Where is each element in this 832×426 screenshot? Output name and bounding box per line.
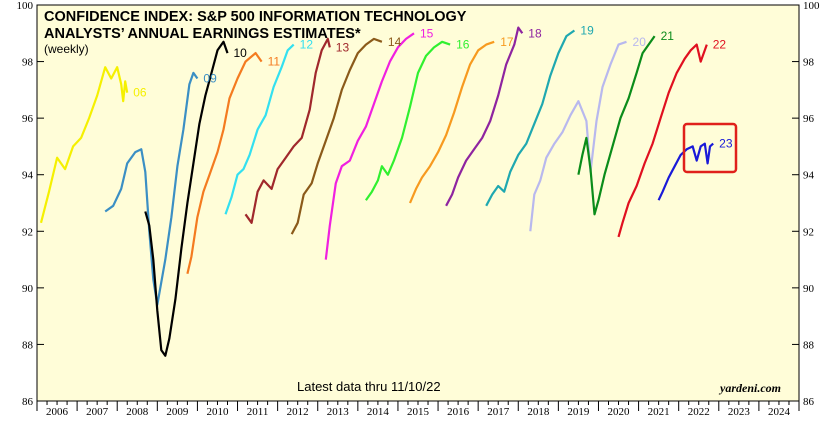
- series-label-06: 06: [133, 86, 147, 100]
- y-tick-label-right: 98: [803, 57, 815, 69]
- y-tick-label-left: 100: [17, 0, 34, 12]
- x-tick-label: 2014: [367, 406, 390, 418]
- x-tick-label: 2010: [206, 406, 229, 418]
- series-line-17: [408, 40, 495, 204]
- chart-subtitle: (weekly): [44, 42, 89, 56]
- series-line-15: [324, 32, 415, 260]
- series-label-09: 09: [203, 72, 217, 86]
- series-label-21: 21: [661, 29, 675, 43]
- y-tick-label-right: 88: [803, 339, 815, 351]
- series-line-21: [577, 35, 656, 216]
- series-label-16: 16: [456, 38, 470, 52]
- y-tick-label-left: 86: [22, 396, 34, 408]
- series-label-15: 15: [420, 26, 434, 40]
- series-label-22: 22: [713, 38, 727, 52]
- source-label: yardeni.com: [718, 381, 781, 395]
- y-tick-label-left: 94: [22, 170, 34, 182]
- series-line-10: [144, 40, 229, 357]
- x-tick-label: 2023: [728, 406, 751, 418]
- series-line-06: [39, 66, 129, 224]
- latest-data-note: Latest data thru 11/10/22: [297, 379, 441, 394]
- x-tick-label: 2015: [407, 406, 430, 418]
- series-label-18: 18: [528, 26, 542, 40]
- y-tick-label-left: 96: [22, 113, 34, 125]
- series-labels: 06 09 10 11 12 13 14 15 16 17 18 19 20 21 22 23: [133, 23, 733, 150]
- chart-title-line1: CONFIDENCE INDEX: S&P 500 INFORMATION TE…: [44, 9, 467, 25]
- series-label-14: 14: [388, 35, 402, 49]
- x-axis: 2006 2007 2008 2009 2010 2011 2012 2013 2014 2015…: [36, 401, 800, 418]
- series-label-17: 17: [500, 35, 514, 49]
- x-tick-label: 2011: [247, 406, 269, 418]
- series-label-11: 11: [268, 55, 281, 69]
- series-line-12: [224, 43, 295, 215]
- series-line-23: [657, 142, 714, 201]
- y-tick-label-left: 98: [22, 57, 34, 69]
- y-axis-right: 86 88 90 92 94 96 98 100: [792, 0, 820, 408]
- y-axis-left: 86 88 90 92 94 96 98 100: [17, 0, 44, 408]
- x-tick-label: 2022: [688, 406, 710, 418]
- y-tick-label-left: 90: [22, 283, 34, 295]
- series-line-16: [365, 40, 451, 201]
- series-line-13: [244, 37, 331, 224]
- series-line-09: [104, 71, 199, 306]
- series-lines: [39, 26, 714, 357]
- x-tick-label: 2012: [287, 406, 309, 418]
- highlight-box: [682, 122, 738, 174]
- x-tick-label: 2017: [487, 406, 510, 418]
- x-tick-label: 2019: [567, 406, 590, 418]
- y-tick-label-right: 94: [803, 170, 815, 182]
- x-tick-label: 2021: [648, 406, 670, 418]
- series-label-12: 12: [300, 38, 314, 52]
- series-label-19: 19: [580, 23, 594, 37]
- x-tick-label: 2007: [86, 406, 109, 418]
- series-label-13: 13: [336, 40, 350, 54]
- chart-title-line2: ANALYSTS’ ANNUAL EARNINGS ESTIMATES*: [44, 26, 361, 42]
- plot-area: [36, 4, 800, 402]
- x-tick-label: 2024: [768, 406, 791, 418]
- y-tick-label-left: 92: [22, 226, 33, 238]
- y-tick-label-left: 88: [22, 339, 34, 351]
- series-line-22: [617, 43, 708, 238]
- x-tick-label: 2018: [527, 406, 550, 418]
- series-line-19: [485, 29, 576, 207]
- series-line-18: [445, 26, 524, 207]
- y-tick-label-right: 92: [803, 226, 814, 238]
- x-tick-label: 2009: [166, 406, 189, 418]
- series-label-23: 23: [719, 137, 733, 151]
- x-tick-label: 2013: [327, 406, 350, 418]
- series-line-11: [186, 52, 263, 274]
- series-label-20: 20: [633, 35, 647, 49]
- series-line-20: [529, 40, 627, 232]
- x-tick-label: 2008: [126, 406, 149, 418]
- y-tick-label-right: 90: [803, 283, 815, 295]
- series-line-14: [290, 37, 383, 235]
- y-tick-label-right: 100: [803, 0, 820, 12]
- x-tick-label: 2016: [447, 406, 470, 418]
- x-tick-label: 2006: [46, 406, 69, 418]
- x-tick-label: 2020: [608, 406, 631, 418]
- series-label-10: 10: [234, 46, 248, 60]
- y-tick-label-right: 96: [803, 113, 815, 125]
- y-tick-label-right: 86: [803, 396, 815, 408]
